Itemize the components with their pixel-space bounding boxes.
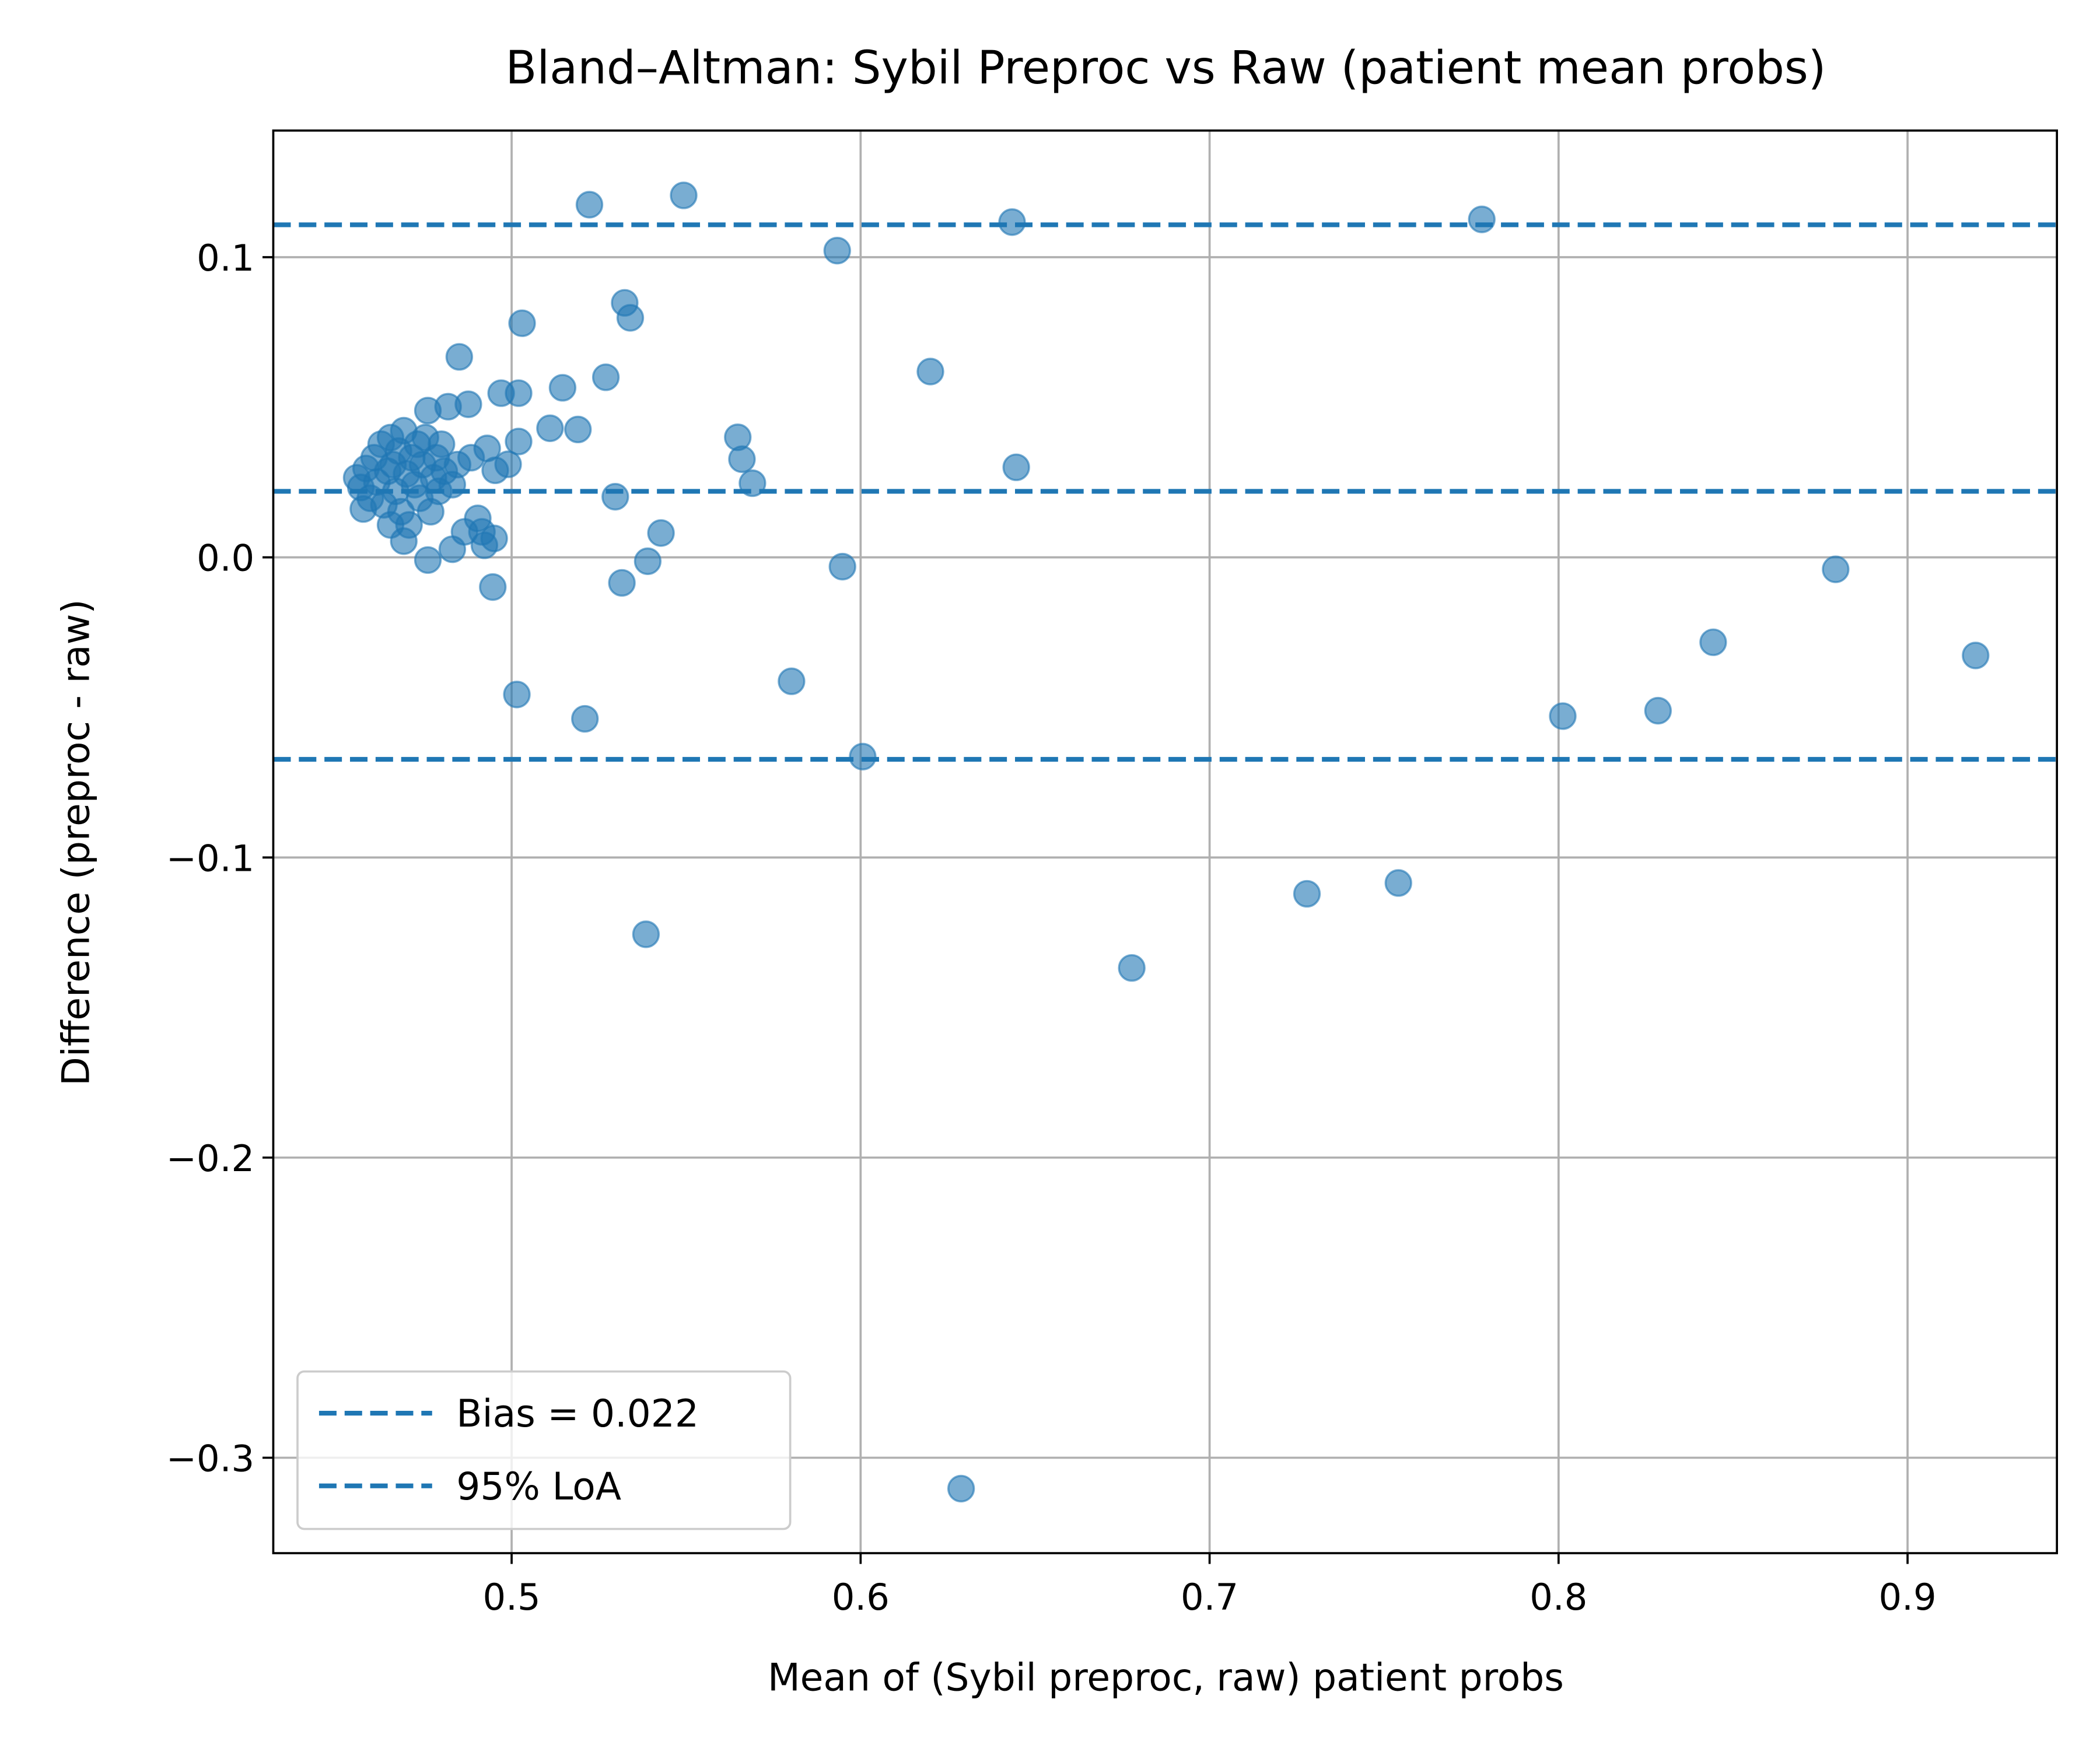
point [828, 552, 856, 581]
y-axis-label: Difference (preproc - raw) [54, 599, 98, 1086]
point [536, 414, 564, 442]
legend-label: Bias = 0.022 [456, 1392, 699, 1436]
y-tick-label: 0.1 [197, 237, 254, 279]
point [1644, 696, 1672, 725]
point [349, 495, 377, 523]
point [947, 1474, 975, 1503]
point [916, 358, 944, 386]
point [1293, 879, 1321, 908]
point [1822, 555, 1850, 583]
point [487, 379, 515, 407]
legend-label: 95% LoA [456, 1465, 621, 1509]
point [548, 374, 577, 402]
point [592, 363, 620, 391]
legend-box [296, 1370, 792, 1530]
point [457, 444, 485, 472]
point [601, 483, 629, 511]
point [849, 742, 877, 770]
y-tick-label: −0.1 [166, 837, 254, 879]
point [438, 535, 467, 563]
x-tick-label: 0.9 [1879, 1576, 1937, 1618]
point [571, 705, 599, 733]
x-tick-label: 0.8 [1530, 1576, 1587, 1618]
point [608, 569, 636, 597]
point [647, 519, 675, 547]
point [414, 546, 442, 574]
point [1118, 954, 1146, 982]
point [434, 393, 462, 421]
point [998, 208, 1026, 236]
point [1549, 702, 1577, 730]
point [445, 343, 473, 371]
point [1468, 205, 1496, 233]
point [778, 667, 806, 695]
point [616, 304, 645, 332]
point [634, 547, 662, 575]
x-tick-label: 0.7 [1181, 1576, 1238, 1618]
point [479, 573, 507, 601]
point [670, 181, 698, 209]
point [564, 415, 592, 444]
x-axis-label: Mean of (Sybil preproc, raw) patient pro… [768, 1656, 1564, 1700]
point [632, 920, 660, 948]
x-tick-label: 0.6 [832, 1576, 890, 1618]
plot-frame [272, 129, 2058, 1554]
point [1384, 869, 1412, 897]
y-tick-label: −0.3 [166, 1438, 254, 1480]
point [503, 681, 531, 709]
point [505, 428, 533, 455]
point [508, 309, 536, 337]
point [481, 456, 509, 485]
point [428, 430, 456, 458]
point [728, 445, 756, 473]
point [1962, 642, 1990, 670]
chart-title: Bland–Altman: Sybil Preproc vs Raw (pati… [506, 41, 1826, 94]
point [1699, 628, 1727, 656]
point [575, 191, 604, 219]
point [823, 237, 851, 265]
x-tick-label: 0.5 [483, 1576, 541, 1618]
point [376, 511, 405, 539]
point [480, 524, 508, 552]
y-tick-label: −0.2 [166, 1137, 254, 1180]
point [1002, 453, 1030, 481]
y-tick-label: 0.0 [197, 537, 254, 580]
